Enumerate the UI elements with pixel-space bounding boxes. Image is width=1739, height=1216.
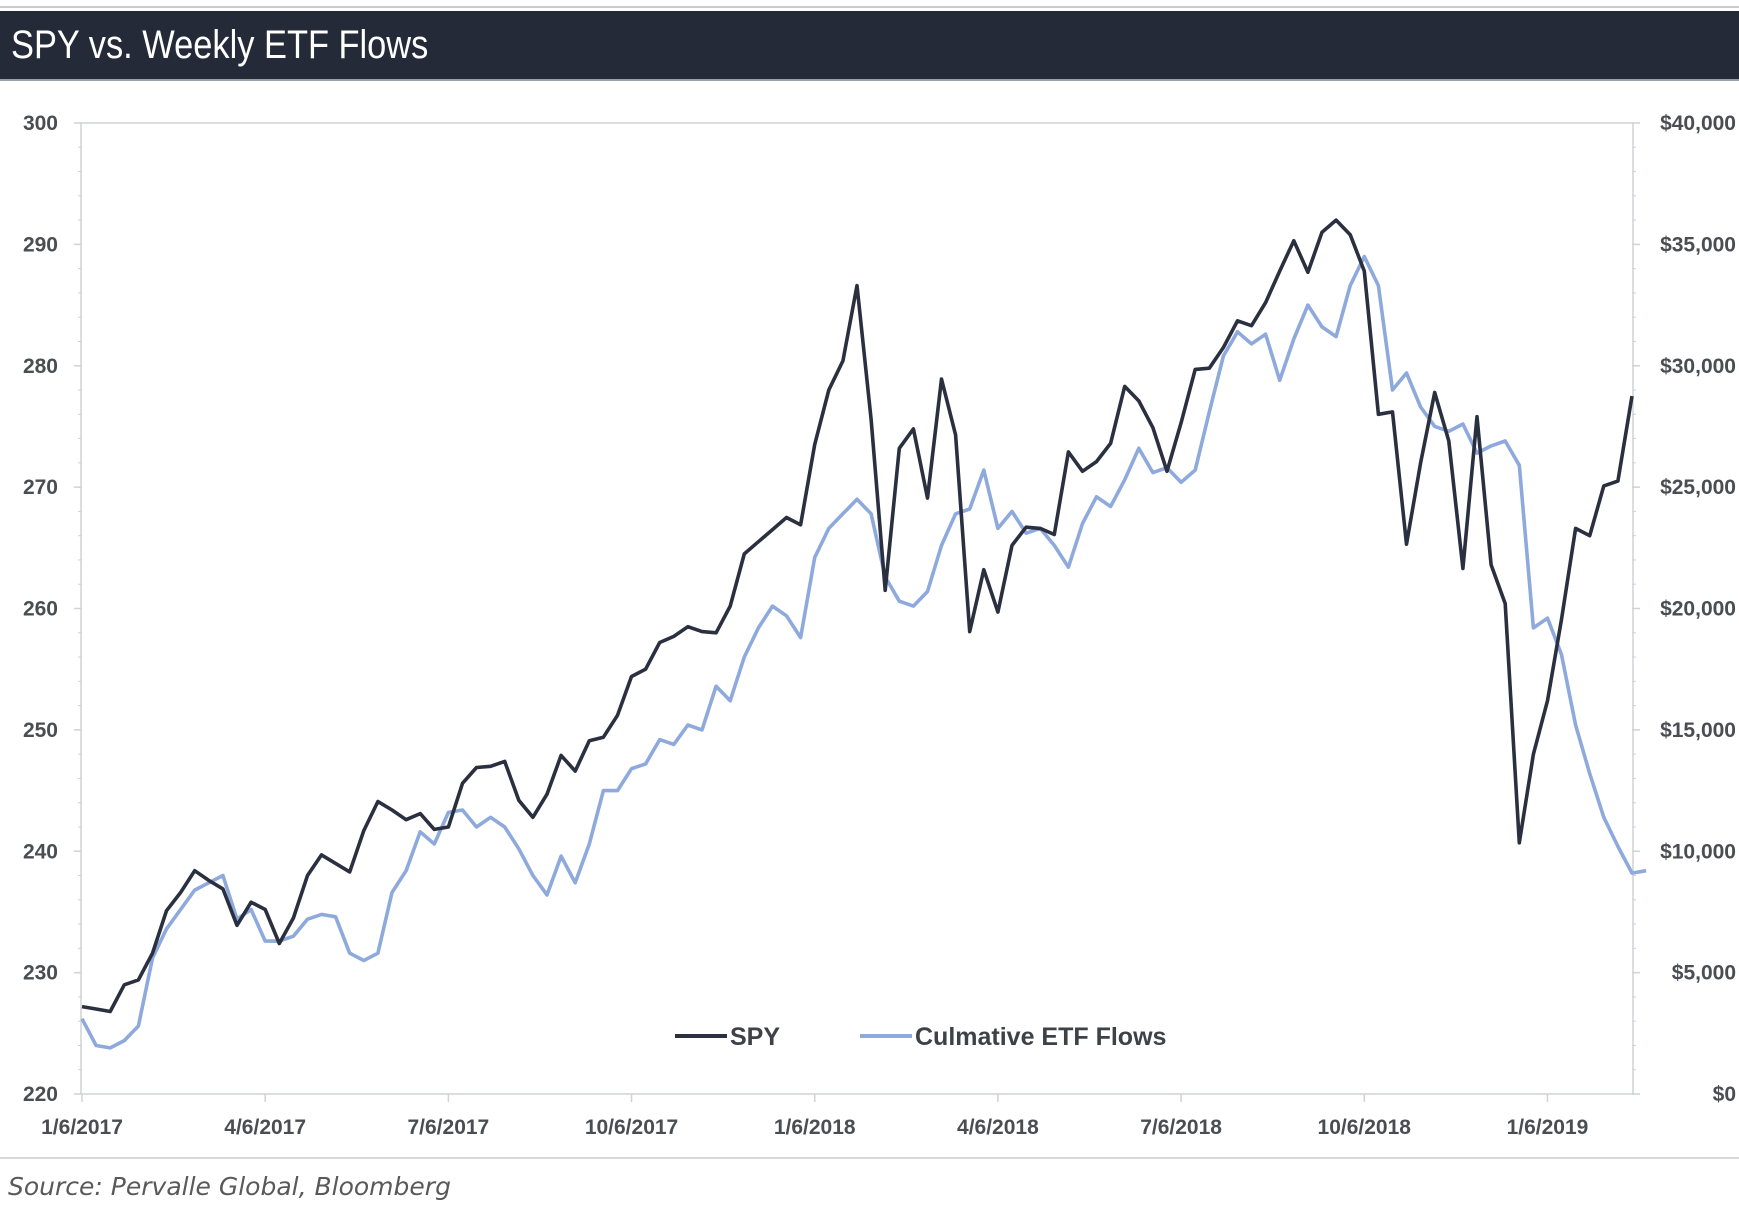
x-tick-label: 7/6/2017 [407,1116,489,1139]
y-right-tick-label: $40,000 [1660,112,1736,135]
x-tick-label: 1/6/2017 [41,1116,123,1139]
series-layer [80,218,1647,1050]
y-right-tick-label: $30,000 [1660,355,1736,378]
y-left-tick-label: 260 [23,598,58,621]
y-left-tick-label: 240 [23,840,58,863]
y-left-tick-label: 250 [23,719,58,742]
y-left-tick-label: 300 [23,112,58,135]
title-divider [0,79,1739,81]
y-right-tick-label: $15,000 [1660,719,1736,742]
etf-flows-line [80,254,1647,1050]
chart-title: SPY vs. Weekly ETF Flows [11,23,429,67]
x-tick-label: 1/6/2019 [1507,1116,1589,1139]
y-left-tick-label: 220 [23,1083,58,1106]
y-left-tick-label: 230 [23,962,58,985]
x-tick-label: 1/6/2018 [774,1116,856,1139]
axes: 300 290 280 270 260 250 240 230 220 $40,000 $35,00… [23,112,1736,1139]
y-right-tick-label: $25,000 [1660,476,1736,499]
y-right-tick-label: $5,000 [1672,962,1736,985]
x-tick-label: 4/6/2018 [957,1116,1039,1139]
legend-spy-label: SPY [730,1023,780,1051]
y-left-tick-label: 280 [23,355,58,378]
y-left-tick-label: 290 [23,233,58,256]
x-tick-label: 4/6/2017 [224,1116,306,1139]
title-bar: SPY vs. Weekly ETF Flows [0,11,1739,79]
legend: SPY Culmative ETF Flows [675,1023,1166,1051]
plot-area-border [80,122,1634,1095]
y-right-tick-label: $10,000 [1660,840,1736,863]
source-note: Source: Pervalle Global, Bloomberg [8,1172,451,1201]
x-tick-label: 10/6/2018 [1318,1116,1412,1139]
x-tick-label: 7/6/2018 [1140,1116,1222,1139]
top-divider [0,6,1739,8]
y-right-tick-label: $20,000 [1660,598,1736,621]
spy-line [81,218,1634,1014]
y-right-tick-label: $0 [1713,1083,1736,1106]
y-left-tick-label: 270 [23,476,58,499]
bottom-divider [0,1157,1739,1159]
y-right-tick-label: $35,000 [1660,233,1736,256]
legend-etf-flows-label: Culmative ETF Flows [915,1023,1166,1051]
x-tick-label: 10/6/2017 [585,1116,678,1139]
